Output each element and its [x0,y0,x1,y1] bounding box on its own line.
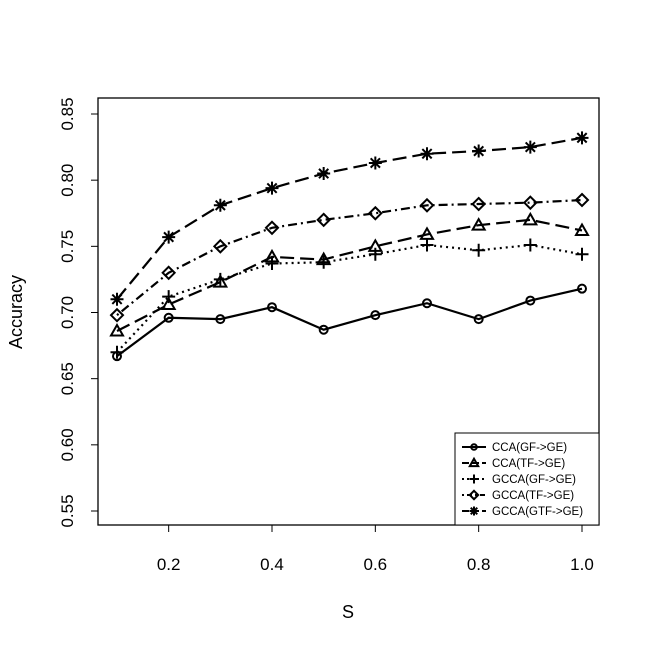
data-point [213,272,227,286]
data-point [163,312,174,323]
legend-item: GCCA(GTF->GE) [462,506,583,518]
data-point [110,292,124,306]
data-point [213,198,227,212]
data-point [367,205,383,221]
series-line [116,243,583,353]
data-point [523,140,537,154]
data-point [109,307,125,323]
legend-label: CCA(GF->GE) [492,442,567,454]
data-point [473,314,484,325]
series-line [116,287,583,358]
series-2 [109,211,590,337]
data-point [162,290,176,304]
y-tick-label: 0.80 [58,164,77,197]
legend-label: GCCA(TF->GE) [492,490,574,502]
data-point [265,257,279,271]
data-point [420,238,434,252]
data-point [575,131,589,145]
data-point [370,310,381,321]
y-tick-label: 0.85 [58,97,77,130]
y-tick-label: 0.65 [58,362,77,395]
data-point [422,298,432,309]
data-point [368,156,382,170]
data-point [472,243,486,257]
x-tick-label: 1.0 [570,555,594,574]
legend-label: GCCA(GF->GE) [492,474,576,486]
data-point [472,144,486,158]
y-tick-label: 0.70 [58,296,77,329]
y-tick-label: 0.55 [58,494,77,527]
series-5 [110,131,589,306]
data-point [109,323,125,337]
data-point [215,314,226,325]
data-point [577,283,587,294]
series-line [116,198,583,316]
data-point [468,489,480,501]
data-point [469,506,479,516]
series-3 [110,238,589,359]
data-point [525,295,536,306]
y-tick-label: 0.75 [58,230,77,263]
data-point [575,247,589,261]
legend-item: GCCA(GF->GE) [462,474,576,486]
series-4 [109,192,590,323]
data-point [469,474,479,484]
series-line [116,218,583,333]
series-line [116,136,583,300]
data-point [317,255,331,269]
x-tick-label: 0.2 [157,555,181,574]
data-point [470,443,478,451]
series-layer [109,131,590,362]
legend-item: CCA(GF->GE) [462,442,567,454]
legend-item: GCCA(TF->GE) [462,489,574,502]
series-1 [112,283,587,362]
data-point [212,238,228,254]
data-point [470,217,487,231]
data-point [316,212,332,228]
y-tick-label: 0.60 [58,428,77,461]
x-axis: 0.2 0.4 0.6 0.8 1.0 [157,524,594,574]
data-point [110,345,124,359]
data-point [471,196,487,212]
y-axis: 0.55 0.60 0.65 0.70 0.75 0.80 0.85 [58,97,99,528]
x-axis-label: S [342,602,354,622]
data-point [161,265,177,281]
data-point [522,195,538,211]
data-point [468,456,480,468]
legend-label: GCCA(GTF->GE) [492,506,583,518]
data-point [522,211,539,226]
y-axis-label: Accuracy [6,275,26,349]
legend: CCA(GF->GE) CCA(TF->GE) GCCA(GF->GE) GCCA(T… [454,432,600,526]
data-point [162,230,176,244]
data-point [317,167,331,181]
data-point [267,302,277,313]
data-point [523,238,537,252]
x-tick-label: 0.6 [364,555,388,574]
data-point [420,147,434,161]
data-point [264,220,280,236]
x-tick-label: 0.8 [467,555,491,574]
data-point [574,222,590,236]
data-point [574,192,590,208]
data-point [419,197,435,213]
x-tick-label: 0.4 [260,555,284,574]
data-point [368,247,382,261]
legend-label: CCA(TF->GE) [492,458,565,470]
data-point [160,296,177,311]
data-point [318,324,329,335]
data-point [265,181,279,195]
legend-item: CCA(TF->GE) [462,456,565,470]
